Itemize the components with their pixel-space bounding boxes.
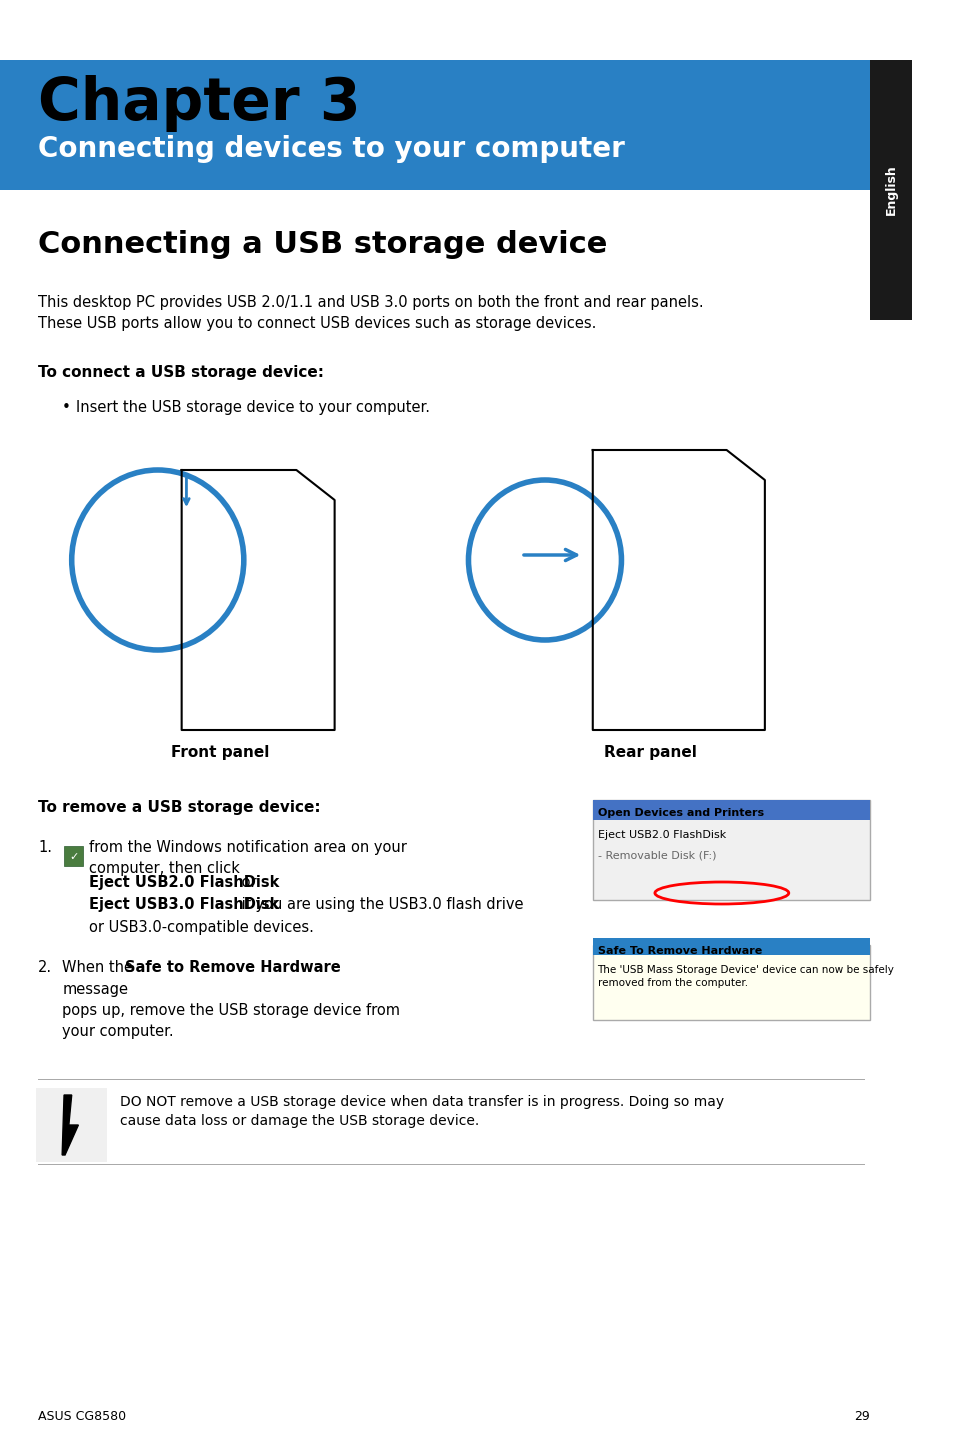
Text: Connecting a USB storage device: Connecting a USB storage device <box>38 230 607 259</box>
Text: To connect a USB storage device:: To connect a USB storage device: <box>38 365 324 380</box>
FancyBboxPatch shape <box>592 938 869 955</box>
FancyBboxPatch shape <box>36 1089 107 1162</box>
Text: When the: When the <box>62 961 137 975</box>
Polygon shape <box>62 1094 78 1155</box>
Text: Chapter 3: Chapter 3 <box>38 75 360 132</box>
Text: Open Devices and Printers: Open Devices and Printers <box>597 808 762 818</box>
Text: Connecting devices to your computer: Connecting devices to your computer <box>38 135 624 162</box>
Text: Insert the USB storage device to your computer.: Insert the USB storage device to your co… <box>76 400 430 416</box>
Text: Eject USB2.0 FlashDisk: Eject USB2.0 FlashDisk <box>89 874 279 890</box>
Text: 1.: 1. <box>38 840 52 856</box>
Text: 29: 29 <box>853 1411 869 1424</box>
Text: ✓: ✓ <box>69 851 78 861</box>
Text: DO NOT remove a USB storage device when data transfer is in progress. Doing so m: DO NOT remove a USB storage device when … <box>119 1094 723 1129</box>
Text: Front panel: Front panel <box>171 745 269 761</box>
Text: from the Windows notification area on your
computer, then click: from the Windows notification area on yo… <box>89 840 406 876</box>
FancyBboxPatch shape <box>869 60 911 321</box>
Text: Safe To Remove Hardware: Safe To Remove Hardware <box>597 946 761 956</box>
FancyBboxPatch shape <box>592 800 869 820</box>
Text: or: or <box>237 874 261 890</box>
Text: ASUS CG8580: ASUS CG8580 <box>38 1411 126 1424</box>
Text: message
pops up, remove the USB storage device from
your computer.: message pops up, remove the USB storage … <box>62 982 399 1040</box>
FancyBboxPatch shape <box>64 846 83 866</box>
FancyBboxPatch shape <box>0 60 869 190</box>
Text: Rear panel: Rear panel <box>603 745 696 761</box>
Text: Eject USB2.0 FlashDisk: Eject USB2.0 FlashDisk <box>597 830 725 840</box>
Text: Eject USB3.0 FlashDisk: Eject USB3.0 FlashDisk <box>89 897 279 912</box>
Text: This desktop PC provides USB 2.0/1.1 and USB 3.0 ports on both the front and rea: This desktop PC provides USB 2.0/1.1 and… <box>38 295 703 331</box>
FancyBboxPatch shape <box>592 945 869 1020</box>
Text: if you are using the USB3.0 flash drive: if you are using the USB3.0 flash drive <box>237 897 523 912</box>
FancyBboxPatch shape <box>592 800 869 900</box>
Text: •: • <box>62 400 71 416</box>
Text: Safe to Remove Hardware: Safe to Remove Hardware <box>125 961 340 975</box>
Text: To remove a USB storage device:: To remove a USB storage device: <box>38 800 320 815</box>
Text: or USB3.0-compatible devices.: or USB3.0-compatible devices. <box>89 920 314 935</box>
Text: The 'USB Mass Storage Device' device can now be safely
removed from the computer: The 'USB Mass Storage Device' device can… <box>597 965 894 988</box>
Text: 2.: 2. <box>38 961 52 975</box>
Text: - Removable Disk (F:): - Removable Disk (F:) <box>597 850 716 860</box>
Text: English: English <box>883 164 897 216</box>
